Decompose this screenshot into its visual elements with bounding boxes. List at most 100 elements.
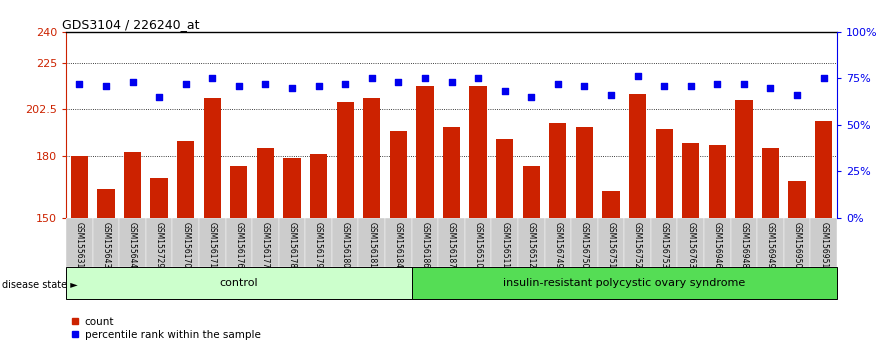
Bar bbox=[226, 218, 252, 267]
Text: insulin-resistant polycystic ovary syndrome: insulin-resistant polycystic ovary syndr… bbox=[503, 278, 745, 288]
Text: GSM155631: GSM155631 bbox=[75, 222, 84, 268]
Text: GSM156950: GSM156950 bbox=[793, 222, 802, 268]
Point bbox=[418, 75, 432, 81]
Bar bbox=[757, 218, 784, 267]
Bar bbox=[66, 267, 411, 299]
Point bbox=[737, 81, 751, 87]
Text: GSM156949: GSM156949 bbox=[766, 222, 775, 268]
Point bbox=[444, 79, 458, 85]
Point bbox=[790, 92, 804, 98]
Bar bbox=[204, 98, 221, 218]
Text: GSM156763: GSM156763 bbox=[686, 222, 695, 268]
Bar bbox=[252, 218, 278, 267]
Bar bbox=[762, 148, 779, 218]
Bar bbox=[93, 218, 119, 267]
Point bbox=[232, 83, 246, 88]
Bar bbox=[629, 94, 647, 218]
Text: GSM156184: GSM156184 bbox=[394, 222, 403, 268]
Bar bbox=[815, 121, 833, 218]
Bar bbox=[119, 218, 146, 267]
Bar bbox=[230, 166, 248, 218]
Text: GSM155644: GSM155644 bbox=[128, 222, 137, 268]
Point bbox=[764, 85, 778, 91]
Point bbox=[684, 83, 698, 88]
Bar bbox=[544, 218, 571, 267]
Point bbox=[524, 94, 538, 100]
Bar bbox=[788, 181, 806, 218]
Point bbox=[817, 75, 831, 81]
Point bbox=[391, 79, 405, 85]
Text: GSM156512: GSM156512 bbox=[527, 222, 536, 268]
Text: GSM156751: GSM156751 bbox=[606, 222, 616, 268]
Bar bbox=[306, 218, 332, 267]
Text: GSM156951: GSM156951 bbox=[819, 222, 828, 268]
Text: GSM156176: GSM156176 bbox=[234, 222, 243, 268]
Text: GSM156752: GSM156752 bbox=[633, 222, 642, 268]
Text: GSM156179: GSM156179 bbox=[315, 222, 323, 268]
Bar bbox=[518, 218, 544, 267]
Bar bbox=[784, 218, 811, 267]
Text: GDS3104 / 226240_at: GDS3104 / 226240_at bbox=[63, 18, 200, 31]
Bar bbox=[603, 191, 619, 218]
Bar bbox=[811, 218, 837, 267]
Bar bbox=[124, 152, 141, 218]
Text: GSM156511: GSM156511 bbox=[500, 222, 509, 268]
Bar bbox=[337, 102, 354, 218]
Text: disease state ►: disease state ► bbox=[2, 280, 78, 290]
Bar bbox=[97, 189, 115, 218]
Text: GSM155643: GSM155643 bbox=[101, 222, 110, 268]
Bar bbox=[470, 86, 486, 218]
Bar bbox=[177, 141, 195, 218]
Text: GSM156946: GSM156946 bbox=[713, 222, 722, 268]
Bar bbox=[332, 218, 359, 267]
Text: GSM156177: GSM156177 bbox=[261, 222, 270, 268]
Point bbox=[152, 94, 167, 100]
Point bbox=[205, 75, 219, 81]
Text: GSM156171: GSM156171 bbox=[208, 222, 217, 268]
Bar bbox=[363, 98, 381, 218]
Bar bbox=[284, 158, 300, 218]
Bar bbox=[704, 218, 730, 267]
Bar bbox=[522, 166, 540, 218]
Point bbox=[258, 81, 272, 87]
Point bbox=[285, 85, 299, 91]
Point bbox=[577, 83, 591, 88]
Text: GSM156178: GSM156178 bbox=[287, 222, 297, 268]
Text: control: control bbox=[219, 278, 258, 288]
Point bbox=[125, 79, 139, 85]
Bar bbox=[465, 218, 492, 267]
Bar bbox=[655, 129, 673, 218]
Bar bbox=[597, 218, 625, 267]
Bar bbox=[438, 218, 465, 267]
Text: GSM156180: GSM156180 bbox=[341, 222, 350, 268]
Point bbox=[657, 83, 671, 88]
Text: GSM155729: GSM155729 bbox=[154, 222, 164, 268]
Bar bbox=[151, 178, 167, 218]
Bar bbox=[576, 127, 593, 218]
Point bbox=[99, 83, 113, 88]
Point bbox=[312, 83, 326, 88]
Text: GSM156510: GSM156510 bbox=[474, 222, 483, 268]
Point bbox=[631, 74, 645, 79]
Bar bbox=[199, 218, 226, 267]
Bar bbox=[310, 154, 327, 218]
Point bbox=[471, 75, 485, 81]
Point bbox=[710, 81, 724, 87]
Point bbox=[338, 81, 352, 87]
Point bbox=[72, 81, 86, 87]
Bar bbox=[66, 218, 93, 267]
Point bbox=[604, 92, 618, 98]
Point bbox=[365, 75, 379, 81]
Bar bbox=[146, 218, 173, 267]
Bar bbox=[549, 123, 566, 218]
Bar bbox=[173, 218, 199, 267]
Bar bbox=[736, 100, 752, 218]
Bar bbox=[443, 127, 460, 218]
Text: GSM156948: GSM156948 bbox=[739, 222, 749, 268]
Text: GSM156753: GSM156753 bbox=[660, 222, 669, 268]
Bar bbox=[70, 156, 88, 218]
Text: GSM156186: GSM156186 bbox=[420, 222, 429, 268]
Point bbox=[179, 81, 193, 87]
Bar bbox=[708, 145, 726, 218]
Bar bbox=[651, 218, 677, 267]
